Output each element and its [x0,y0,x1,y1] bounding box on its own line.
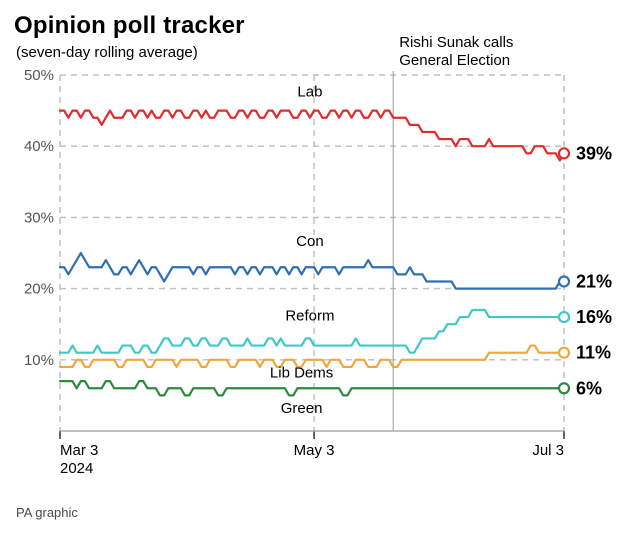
svg-text:50%: 50% [24,67,54,84]
svg-text:Lab: Lab [297,83,322,100]
chart-area: 10%20%30%40%50%Mar 32024May 3Jul 3Rishi … [14,65,626,485]
svg-text:30%: 30% [24,209,54,226]
chart-title: Opinion poll tracker [14,12,626,40]
svg-text:10%: 10% [24,352,54,369]
svg-text:Lib Dems: Lib Dems [270,365,333,382]
chart-subtitle: (seven-day rolling average) [16,44,626,61]
svg-text:20%: 20% [24,281,54,298]
svg-text:21%: 21% [576,271,612,291]
svg-text:39%: 39% [576,143,612,163]
svg-text:Jul 3: Jul 3 [532,442,564,459]
svg-text:6%: 6% [576,378,602,398]
poll-tracker-card: Opinion poll tracker (seven-day rolling … [0,0,640,559]
svg-text:Reform: Reform [285,308,334,325]
svg-text:General Election: General Election [399,52,510,69]
svg-text:40%: 40% [24,138,54,155]
svg-text:Rishi Sunak calls: Rishi Sunak calls [399,34,513,51]
line-chart: 10%20%30%40%50%Mar 32024May 3Jul 3Rishi … [14,65,626,485]
svg-text:Green: Green [281,400,323,417]
chart-credit: PA graphic [16,505,626,520]
svg-text:May 3: May 3 [294,442,335,459]
svg-text:Mar 3: Mar 3 [60,442,98,459]
svg-text:Con: Con [296,233,324,250]
svg-text:16%: 16% [576,307,612,327]
svg-text:2024: 2024 [60,460,93,477]
svg-text:11%: 11% [576,343,611,363]
